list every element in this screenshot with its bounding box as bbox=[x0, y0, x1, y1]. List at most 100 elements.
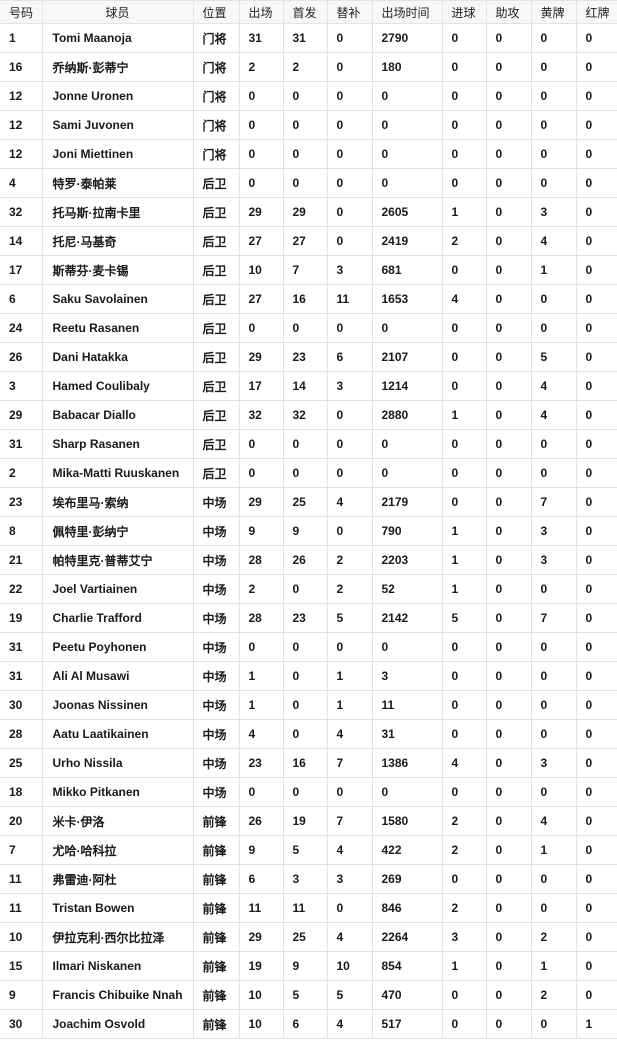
cell-position: 后卫 bbox=[192, 226, 240, 256]
cell-red-cards: 0 bbox=[575, 168, 617, 198]
cell-assists: 0 bbox=[485, 371, 532, 401]
cell-substitute: 0 bbox=[326, 313, 373, 343]
cell-assists: 0 bbox=[485, 429, 532, 459]
cell-minutes: 0 bbox=[371, 429, 443, 459]
column-header-minutes[interactable]: 出场时间 bbox=[371, 0, 443, 24]
table-row: 25 Urho Nissila 中场 23 16 7 1386 4 0 3 0 bbox=[0, 748, 617, 778]
cell-goals: 0 bbox=[441, 864, 487, 894]
cell-yellow-cards: 0 bbox=[530, 690, 577, 720]
column-header-goals[interactable]: 进球 bbox=[441, 0, 487, 24]
cell-goals: 0 bbox=[441, 458, 487, 488]
column-header-yellow-cards[interactable]: 黄牌 bbox=[530, 0, 577, 24]
cell-position: 中场 bbox=[192, 487, 240, 517]
cell-substitute: 1 bbox=[326, 661, 373, 691]
cell-player: 帕特里克·普蒂艾宁 bbox=[41, 545, 194, 575]
cell-assists: 0 bbox=[485, 516, 532, 546]
column-header-starts[interactable]: 首发 bbox=[282, 0, 328, 24]
column-header-red-cards[interactable]: 红牌 bbox=[575, 0, 617, 24]
cell-yellow-cards: 0 bbox=[530, 458, 577, 488]
cell-number: 12 bbox=[0, 139, 43, 169]
cell-red-cards: 0 bbox=[575, 748, 617, 778]
cell-substitute: 0 bbox=[326, 168, 373, 198]
cell-player: 伊拉克利·西尔比拉泽 bbox=[41, 922, 194, 952]
cell-player: 托马斯·拉南卡里 bbox=[41, 197, 194, 227]
table-row: 30 Joonas Nissinen 中场 1 0 1 11 0 0 0 0 bbox=[0, 690, 617, 720]
cell-position: 后卫 bbox=[192, 197, 240, 227]
cell-number: 24 bbox=[0, 313, 43, 343]
cell-goals: 0 bbox=[441, 81, 487, 111]
cell-substitute: 4 bbox=[326, 922, 373, 952]
cell-assists: 0 bbox=[485, 139, 532, 169]
cell-player: Dani Hatakka bbox=[41, 342, 194, 372]
cell-position: 前锋 bbox=[192, 951, 240, 981]
cell-number: 17 bbox=[0, 255, 43, 285]
cell-goals: 2 bbox=[441, 893, 487, 923]
cell-starts: 11 bbox=[282, 893, 328, 923]
cell-player: Ilmari Niskanen bbox=[41, 951, 194, 981]
table-row: 12 Jonne Uronen 门将 0 0 0 0 0 0 0 0 bbox=[0, 81, 617, 111]
cell-player: Mika-Matti Ruuskanen bbox=[41, 458, 194, 488]
cell-red-cards: 0 bbox=[575, 487, 617, 517]
cell-starts: 29 bbox=[282, 197, 328, 227]
cell-assists: 0 bbox=[485, 23, 532, 53]
cell-yellow-cards: 0 bbox=[530, 23, 577, 53]
cell-substitute: 3 bbox=[326, 864, 373, 894]
cell-goals: 1 bbox=[441, 197, 487, 227]
cell-substitute: 4 bbox=[326, 719, 373, 749]
cell-starts: 7 bbox=[282, 255, 328, 285]
cell-yellow-cards: 3 bbox=[530, 516, 577, 546]
cell-yellow-cards: 0 bbox=[530, 429, 577, 459]
cell-substitute: 0 bbox=[326, 81, 373, 111]
cell-player: 斯蒂芬·麦卡锡 bbox=[41, 255, 194, 285]
cell-appearances: 2 bbox=[238, 574, 284, 604]
column-header-appearances[interactable]: 出场 bbox=[238, 0, 284, 24]
cell-yellow-cards: 4 bbox=[530, 371, 577, 401]
cell-appearances: 11 bbox=[238, 893, 284, 923]
cell-assists: 0 bbox=[485, 748, 532, 778]
cell-number: 32 bbox=[0, 197, 43, 227]
cell-substitute: 0 bbox=[326, 400, 373, 430]
column-header-substitute[interactable]: 替补 bbox=[326, 0, 373, 24]
cell-starts: 2 bbox=[282, 52, 328, 82]
cell-goals: 1 bbox=[441, 516, 487, 546]
table-row: 26 Dani Hatakka 后卫 29 23 6 2107 0 0 5 0 bbox=[0, 342, 617, 372]
cell-yellow-cards: 0 bbox=[530, 52, 577, 82]
table-row: 3 Hamed Coulibaly 后卫 17 14 3 1214 0 0 4 0 bbox=[0, 371, 617, 401]
cell-yellow-cards: 7 bbox=[530, 603, 577, 633]
column-header-assists[interactable]: 助攻 bbox=[485, 0, 532, 24]
column-header-position[interactable]: 位置 bbox=[192, 0, 240, 24]
cell-appearances: 9 bbox=[238, 835, 284, 865]
cell-player: Charlie Trafford bbox=[41, 603, 194, 633]
cell-minutes: 2142 bbox=[371, 603, 443, 633]
cell-position: 后卫 bbox=[192, 429, 240, 459]
cell-minutes: 2264 bbox=[371, 922, 443, 952]
cell-assists: 0 bbox=[485, 893, 532, 923]
cell-minutes: 0 bbox=[371, 110, 443, 140]
cell-position: 后卫 bbox=[192, 458, 240, 488]
cell-minutes: 269 bbox=[371, 864, 443, 894]
cell-position: 门将 bbox=[192, 52, 240, 82]
cell-player: Francis Chibuike Nnah bbox=[41, 980, 194, 1010]
cell-starts: 9 bbox=[282, 951, 328, 981]
table-row: 12 Sami Juvonen 门将 0 0 0 0 0 0 0 0 bbox=[0, 110, 617, 140]
cell-minutes: 31 bbox=[371, 719, 443, 749]
cell-position: 后卫 bbox=[192, 284, 240, 314]
column-header-number[interactable]: 号码 bbox=[0, 0, 43, 24]
cell-assists: 0 bbox=[485, 603, 532, 633]
cell-goals: 4 bbox=[441, 748, 487, 778]
cell-number: 1 bbox=[0, 23, 43, 53]
cell-yellow-cards: 0 bbox=[530, 661, 577, 691]
cell-minutes: 0 bbox=[371, 313, 443, 343]
cell-minutes: 2605 bbox=[371, 197, 443, 227]
cell-player: Reetu Rasanen bbox=[41, 313, 194, 343]
table-row: 11 Tristan Bowen 前锋 11 11 0 846 2 0 0 0 bbox=[0, 893, 617, 923]
cell-position: 后卫 bbox=[192, 371, 240, 401]
table-row: 17 斯蒂芬·麦卡锡 后卫 10 7 3 681 0 0 1 0 bbox=[0, 255, 617, 285]
cell-red-cards: 0 bbox=[575, 545, 617, 575]
cell-minutes: 11 bbox=[371, 690, 443, 720]
cell-assists: 0 bbox=[485, 806, 532, 836]
column-header-player[interactable]: 球员 bbox=[41, 0, 194, 24]
cell-red-cards: 0 bbox=[575, 313, 617, 343]
table-row: 10 伊拉克利·西尔比拉泽 前锋 29 25 4 2264 3 0 2 0 bbox=[0, 922, 617, 952]
cell-goals: 1 bbox=[441, 545, 487, 575]
